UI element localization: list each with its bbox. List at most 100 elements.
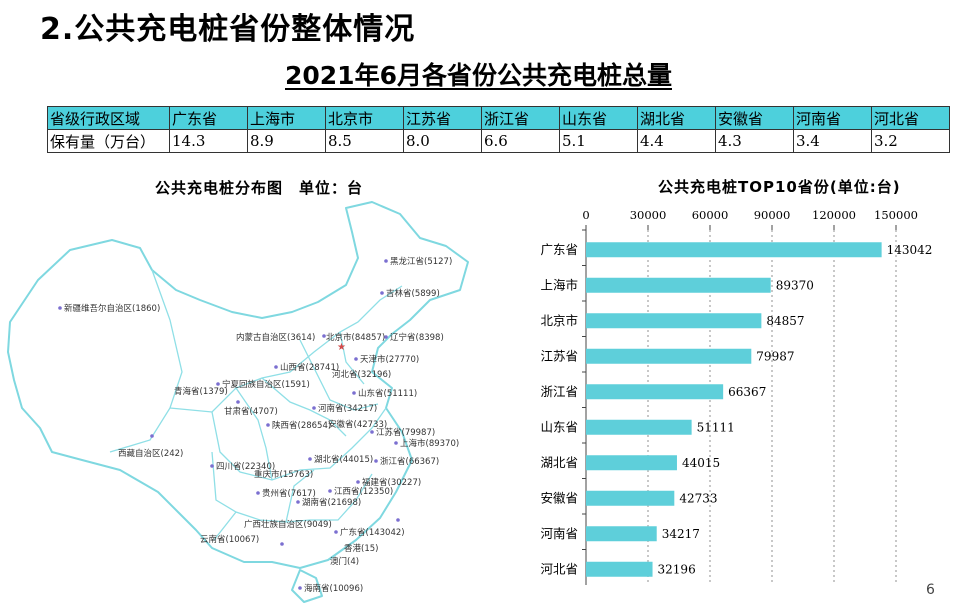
map-label: 江苏省(79987)	[376, 427, 435, 438]
x-axis-ticks: 0 30000 60000 90000 120000 150000	[582, 208, 918, 222]
category-label: 广东省	[540, 242, 578, 257]
map-marker	[370, 430, 374, 434]
map-label: 青海省(1379)	[174, 386, 228, 397]
map-label: 香港(15)	[344, 543, 378, 554]
map-label: 宁夏回族自治区(1591)	[222, 379, 310, 390]
x-tick-label: 0	[582, 208, 589, 222]
map-marker	[236, 400, 240, 404]
x-tick-label: 120000	[812, 208, 856, 222]
category-label: 河北省	[540, 561, 578, 576]
table-cell: 省级行政区域	[47, 106, 170, 130]
province-borders	[109, 269, 403, 541]
map-label: 山西省(28741)	[280, 362, 339, 373]
data-label: 32196	[658, 562, 696, 576]
map-marker	[298, 586, 302, 590]
map-label: 贵州省(7617)	[262, 488, 316, 499]
map-marker	[396, 518, 400, 522]
map-label: 福建省(30227)	[362, 477, 421, 488]
map-label: 云南省(10067)	[200, 534, 259, 545]
map-marker	[374, 459, 378, 463]
category-label: 上海市	[540, 277, 578, 292]
map-label: 重庆市(15763)	[254, 469, 313, 480]
main-title: 2021年6月各省份公共充电桩总量	[285, 61, 672, 90]
bar	[586, 384, 724, 400]
capital-star-icon: ★	[337, 342, 346, 353]
table-cell: 5.1	[559, 129, 638, 153]
map-label-group: 黑龙江省(5127) 吉林省(5899) 新疆维吾尔自治区(1860) 内蒙古自…	[64, 256, 459, 594]
bar	[586, 242, 882, 258]
map-marker-group	[58, 259, 400, 590]
province-table: 省级行政区域 广东省 上海市 北京市 江苏省 浙江省 山东省 湖北省 安徽省 河…	[47, 106, 950, 153]
map-label: 湖北省(44015)	[314, 454, 373, 465]
data-label: 143042	[887, 243, 933, 257]
map-label: 西藏自治区(242)	[118, 448, 183, 459]
table-cell: 8.9	[247, 129, 326, 153]
map-title: 公共充电桩分布图 单位：台	[155, 179, 364, 197]
map-label: 广西壮族自治区(9049)	[244, 519, 332, 530]
table-cell: 8.5	[325, 129, 404, 153]
map-marker	[354, 357, 358, 361]
table-cell: 3.4	[793, 129, 872, 153]
data-label: 79987	[756, 349, 794, 363]
map-marker	[256, 491, 260, 495]
table-cell: 3.2	[871, 129, 950, 153]
map-marker	[274, 365, 278, 369]
table-cell: 湖北省	[637, 106, 716, 130]
x-tick-label: 60000	[692, 208, 729, 222]
bar	[586, 526, 657, 542]
table-cell: 8.0	[403, 129, 482, 153]
map-marker	[216, 382, 220, 386]
map-marker	[312, 406, 316, 410]
map-label: 上海市(89370)	[400, 438, 459, 449]
map-marker	[58, 306, 62, 310]
bar	[586, 277, 771, 293]
map-marker	[210, 464, 214, 468]
map-label: 天津市(27770)	[360, 354, 419, 365]
bar	[586, 561, 653, 577]
data-label: 51111	[697, 420, 735, 434]
table-cell: 上海市	[247, 106, 326, 130]
china-map: 黑龙江省(5127) 吉林省(5899) 新疆维吾尔自治区(1860) 内蒙古自…	[7, 201, 469, 603]
data-label: 66367	[728, 385, 766, 399]
table-cell: 14.3	[169, 129, 248, 153]
bar	[586, 490, 675, 506]
x-tick-label: 150000	[874, 208, 918, 222]
table-cell: 江苏省	[403, 106, 482, 130]
map-label: 安徽省(42733)	[328, 419, 387, 430]
category-label: 湖北省	[540, 455, 578, 470]
data-label: 42733	[679, 491, 717, 505]
table-cell: 4.3	[715, 129, 794, 153]
table-cell: 北京市	[325, 106, 404, 130]
map-marker	[380, 291, 384, 295]
map-label: 江西省(12350)	[334, 486, 393, 497]
data-label: 34217	[662, 527, 700, 541]
chart-bars: 广东省 143042 上海市 89370 北京市 84857 江苏省 79987 浙江省 6636…	[540, 229, 933, 577]
map-label: 澳门(4)	[330, 556, 359, 567]
data-label: 84857	[766, 314, 804, 328]
map-marker	[394, 441, 398, 445]
x-tick-label: 30000	[630, 208, 667, 222]
map-label: 湖南省(21698)	[302, 497, 361, 508]
map-marker	[280, 542, 284, 546]
bar	[586, 313, 762, 329]
table-cell: 河南省	[793, 106, 872, 130]
category-label: 山东省	[540, 419, 578, 434]
page-number: 6	[926, 582, 935, 598]
bar	[586, 419, 692, 435]
category-label: 北京市	[540, 313, 578, 328]
bar	[586, 455, 677, 471]
map-label: 辽宁省(8398)	[390, 332, 444, 343]
map-marker	[384, 335, 388, 339]
x-tick-label: 90000	[754, 208, 791, 222]
map-label: 海南省(10096)	[304, 583, 363, 594]
table-cell: 6.6	[481, 129, 560, 153]
bar	[586, 348, 752, 364]
table-cell: 广东省	[169, 106, 248, 130]
table-cell: 河北省	[871, 106, 950, 130]
map-marker	[296, 500, 300, 504]
map-label: 黑龙江省(5127)	[390, 256, 452, 267]
data-label: 44015	[682, 456, 720, 470]
map-label: 四川省(22340)	[216, 461, 275, 472]
table-cell: 浙江省	[481, 106, 560, 130]
table-cell: 保有量（万台）	[47, 129, 170, 153]
